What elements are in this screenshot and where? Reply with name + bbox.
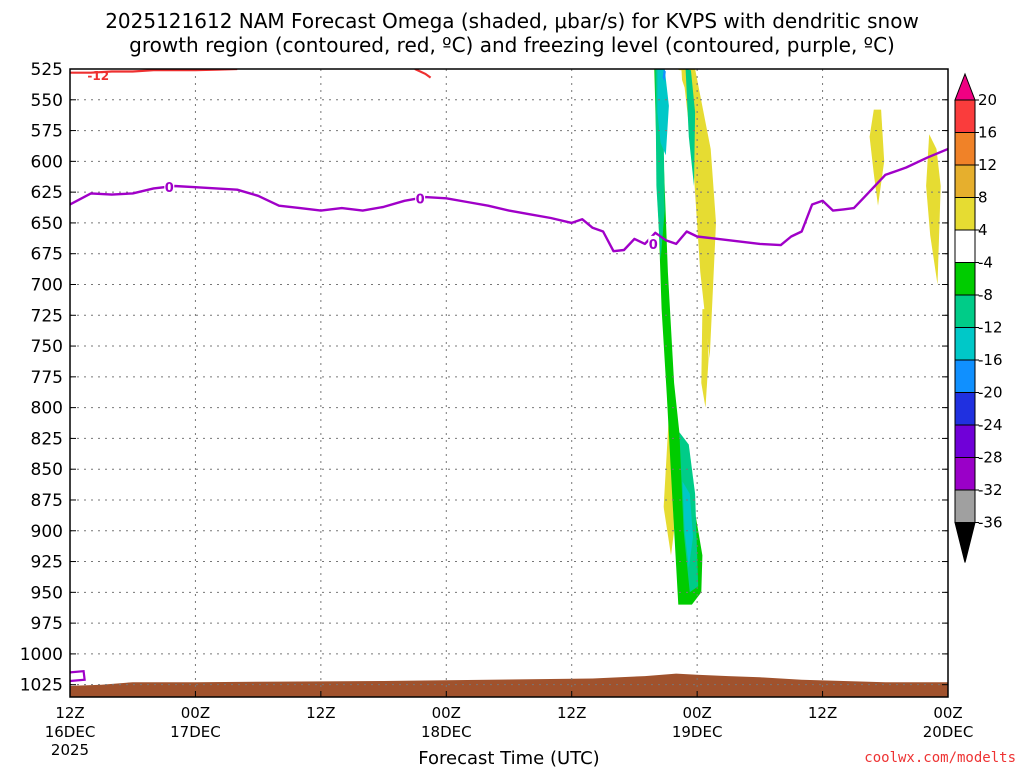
freezing-label-bg <box>415 190 426 206</box>
freezing-label-bg <box>164 179 175 195</box>
colorbar-box <box>954 489 976 523</box>
omega-region-0 <box>678 69 716 359</box>
colorbar-label: -20 <box>978 384 1003 402</box>
colorbar-box <box>954 392 976 426</box>
x-tick-date: 19DEC <box>672 723 723 741</box>
y-tick-label: 950 <box>31 583 63 603</box>
omega-region-14 <box>701 309 709 408</box>
dgz-contour-0 <box>70 69 238 74</box>
colorbar-label: -36 <box>978 514 1003 532</box>
y-tick-label: 1025 <box>20 676 63 696</box>
colorbar-label: -32 <box>978 481 1003 499</box>
omega-region-12 <box>682 481 693 568</box>
dgz-contour-label: -12 <box>87 69 109 83</box>
plot-area: 0 0 0 <box>70 69 948 697</box>
y-tick-label: 825 <box>31 429 63 449</box>
colorbar-box <box>954 359 976 393</box>
y-tick-label: 925 <box>31 553 63 573</box>
colorbar-label: 16 <box>978 124 997 142</box>
omega-region-11 <box>657 69 669 156</box>
colorbar-label: -4 <box>978 254 993 272</box>
colorbar-label: -16 <box>978 351 1003 369</box>
colorbar-bottom-arrow <box>954 522 976 563</box>
chart-title-line1: 2025121612 NAM Forecast Omega (shaded, μ… <box>105 9 919 33</box>
y-tick-label: 725 <box>31 306 63 326</box>
y-tick-label: 1000 <box>20 645 63 665</box>
y-tick-label: 700 <box>31 275 63 295</box>
y-tick-label: 875 <box>31 491 63 511</box>
x-tick-label: 12Z <box>808 704 837 722</box>
plot-background <box>70 69 948 697</box>
y-tick-label: 900 <box>31 522 63 542</box>
freezing-level-label: 0 <box>416 192 425 207</box>
x-tick-date: 16DEC <box>45 723 96 741</box>
x-tick-date: 18DEC <box>421 723 472 741</box>
freezing-level-label: 0 <box>165 181 174 196</box>
colorbar-box <box>954 229 976 263</box>
y-tick-label: 775 <box>31 368 63 388</box>
colorbar-label: 20 <box>978 91 997 109</box>
omega-region-10 <box>685 69 696 186</box>
x-tick-label: 00Z <box>181 704 210 722</box>
x-tick-year: 2025 <box>51 741 89 759</box>
y-tick-label: 625 <box>31 183 63 203</box>
colorbar-label: -8 <box>978 286 993 304</box>
y-tick-label: 750 <box>31 337 63 357</box>
freezing-level-label: 0 <box>649 238 658 253</box>
colorbar-box <box>954 99 976 133</box>
plot-frame <box>69 68 949 698</box>
colorbar-label: -24 <box>978 416 1003 434</box>
colorbar-box <box>954 294 976 328</box>
y-tick-label: 975 <box>31 614 63 634</box>
colorbar-box <box>954 457 976 491</box>
x-tick-label: 12Z <box>306 704 335 722</box>
x-tick-date: 17DEC <box>170 723 221 741</box>
colorbar-label: 4 <box>978 221 988 239</box>
y-tick-label: 650 <box>31 214 63 234</box>
y-tick-label: 525 <box>31 60 63 80</box>
y-tick-label: 575 <box>31 122 63 142</box>
colorbar-box <box>954 327 976 361</box>
colorbar-box <box>954 132 976 166</box>
freezing-level-surface <box>70 669 86 683</box>
colorbar-top-arrow <box>954 72 976 101</box>
x-tick-label: 00Z <box>933 704 962 722</box>
x-tick-label: 12Z <box>557 704 586 722</box>
colorbar-label: -28 <box>978 449 1003 467</box>
freezing-label-bg <box>648 235 659 251</box>
colorbar-box <box>954 424 976 458</box>
omega-region-13 <box>662 69 666 82</box>
omega-region-4 <box>625 173 634 359</box>
credit-text: coolwx.com/modelts <box>864 750 1016 766</box>
freezing-level-line <box>70 147 948 253</box>
y-tick-label: 850 <box>31 460 63 480</box>
y-tick-label: 675 <box>31 245 63 265</box>
colorbar-label: 12 <box>978 156 997 174</box>
x-tick-label: 12Z <box>55 704 84 722</box>
x-axis-label: Forecast Time (UTC) <box>418 748 599 768</box>
y-tick-label: 550 <box>31 91 63 111</box>
chart-title-line2: growth region (contoured, red, ºC) and f… <box>129 33 895 57</box>
x-tick-date: 20DEC <box>923 723 974 741</box>
colorbar-box <box>954 197 976 231</box>
colorbar-box <box>954 164 976 198</box>
surface-fill <box>70 673 948 697</box>
y-tick-label: 800 <box>31 399 63 419</box>
x-tick-label: 00Z <box>432 704 461 722</box>
colorbar-label: 8 <box>978 189 988 207</box>
colorbar-label: -12 <box>978 319 1003 337</box>
colorbar-box <box>954 262 976 296</box>
x-tick-label: 00Z <box>682 704 711 722</box>
omega-region-3 <box>926 134 941 285</box>
y-tick-label: 600 <box>31 152 63 172</box>
dgz-contour-1 <box>414 69 432 79</box>
